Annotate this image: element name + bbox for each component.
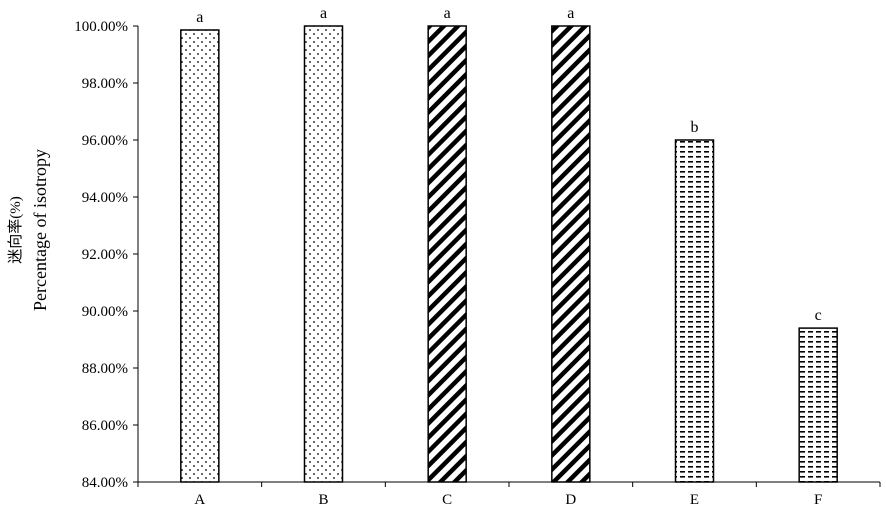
annotation: b: [691, 119, 699, 136]
y-tick-label: 84.00%: [82, 475, 128, 491]
y-tick-label: 100.00%: [74, 19, 128, 35]
y-tick-label: 92.00%: [82, 247, 128, 263]
annotation: c: [815, 307, 822, 324]
y-axis-label-en: Percentage of isotropy: [30, 149, 50, 311]
y-tick-label: 94.00%: [82, 190, 128, 206]
bar: [674, 139, 715, 483]
x-tick-label: D: [565, 492, 576, 508]
x-tick-label: E: [690, 492, 699, 508]
annotation: a: [567, 5, 574, 22]
y-tick-label: 98.00%: [82, 76, 128, 92]
annotation: a: [444, 5, 451, 22]
bar: [180, 29, 220, 483]
y-axis-label: 迷向率(%): [7, 196, 24, 264]
bar: [427, 25, 467, 483]
x-tick-label: B: [318, 492, 328, 508]
bar: [303, 25, 344, 483]
annotation: a: [196, 9, 203, 26]
annotation: a: [320, 5, 327, 22]
bar: [551, 25, 591, 483]
y-tick-label: 86.00%: [82, 418, 128, 434]
x-tick-label: C: [442, 492, 452, 508]
y-tick-label: 96.00%: [82, 133, 128, 149]
y-tick-label: 88.00%: [82, 361, 128, 377]
x-tick-label: F: [814, 492, 822, 508]
y-tick-label: 90.00%: [82, 304, 128, 320]
bar: [798, 327, 838, 483]
x-tick-label: A: [194, 492, 205, 508]
